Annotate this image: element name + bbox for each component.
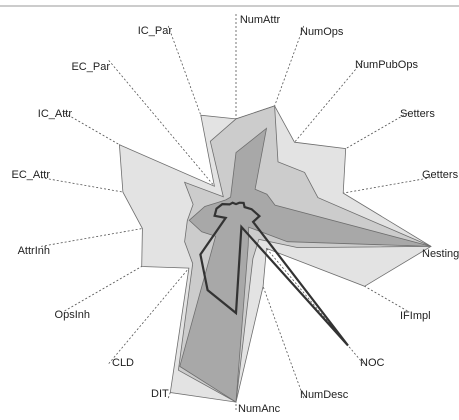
- axis-label-numattr: NumAttr: [240, 14, 281, 26]
- axis-label-noc: NOC: [360, 357, 385, 369]
- axis-label-ifimpl: IFImpl: [400, 310, 431, 322]
- axis-label-getters: Getters: [422, 169, 459, 181]
- axis-label-nesting: Nesting: [422, 248, 459, 260]
- axis-label-ec-par: EC_Par: [71, 61, 110, 73]
- axis-label-opsinh: OpsInh: [55, 309, 90, 321]
- axis-label-numanc: NumAnc: [238, 403, 281, 415]
- series-polygons: [118, 105, 432, 403]
- axis-labels: NumAttr NumOps NumPubOps Setters Getters Nest…: [11, 14, 459, 415]
- axis-label-numdesc: NumDesc: [300, 389, 349, 401]
- axis-label-ic-par: IC_Par: [138, 25, 173, 37]
- axis-label-setters: Setters: [400, 108, 435, 120]
- axis-label-attrinh: AttrInh: [18, 245, 50, 257]
- axis-label-dit: DIT: [151, 388, 169, 400]
- axis-label-ec-attr: EC_Attr: [11, 169, 50, 181]
- series-polygon-3: [179, 127, 432, 403]
- axis-label-ic-attr: IC_Attr: [38, 108, 73, 120]
- series-polygon-4: [199, 201, 349, 347]
- axis-label-numops: NumOps: [300, 26, 344, 38]
- axis-label-numpubops: NumPubOps: [355, 59, 418, 71]
- axis-label-cld: CLD: [112, 357, 134, 369]
